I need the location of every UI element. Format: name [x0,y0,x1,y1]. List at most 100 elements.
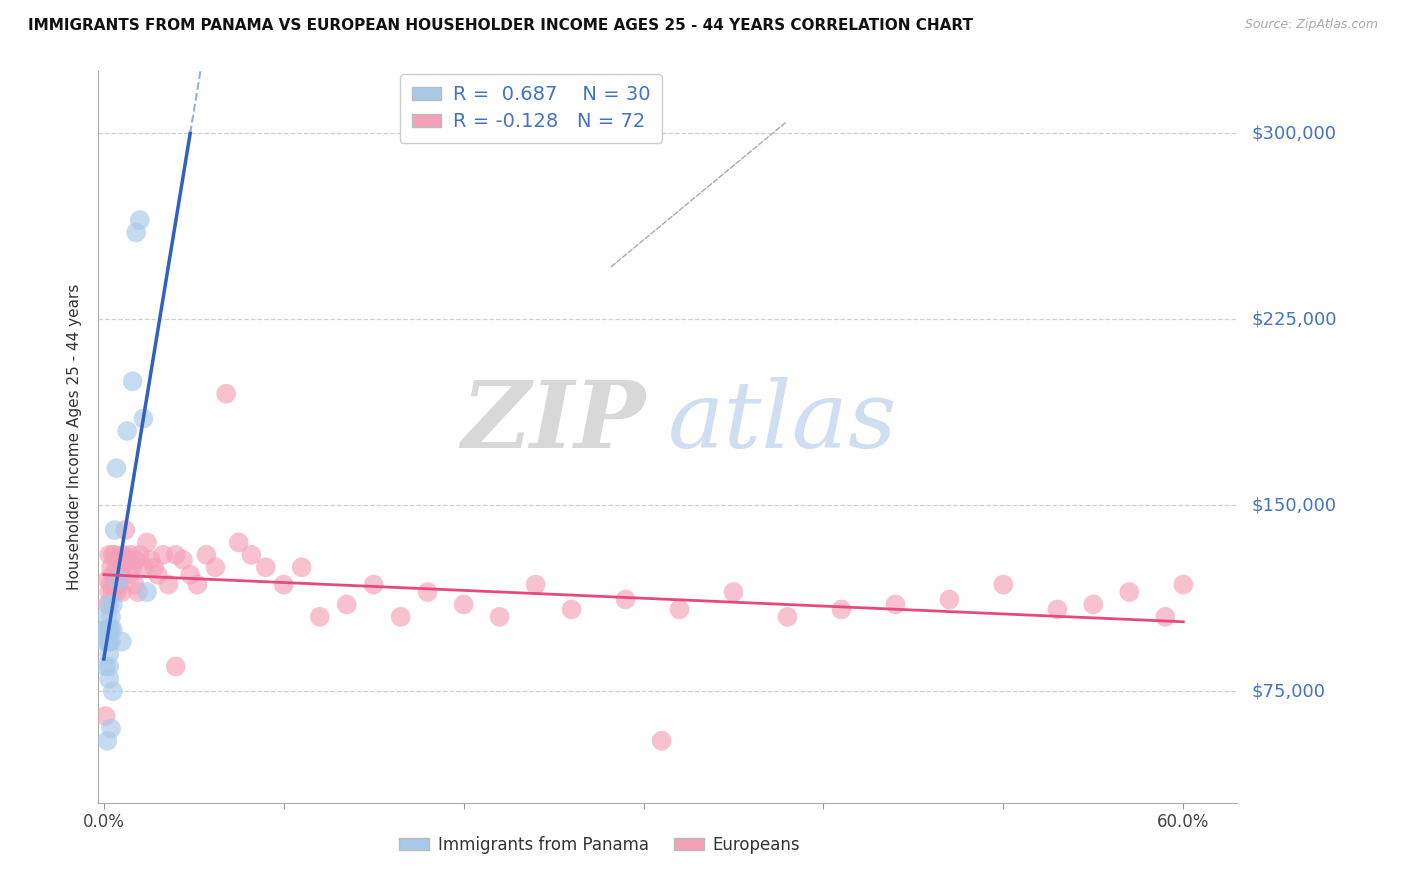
Point [240,548,263,562]
Point [98,598,121,612]
Point [96,634,118,648]
Point [139,553,162,567]
Point [120,548,142,562]
Point [273,577,295,591]
Point [98,672,121,686]
Point [651,734,673,748]
Point [453,598,475,612]
Point [111,634,134,648]
Point [884,598,907,612]
Point [100,622,122,636]
Text: $300,000: $300,000 [1251,124,1336,143]
Point [94,622,117,636]
Point [98,548,121,562]
Point [104,548,127,562]
Point [101,548,124,562]
Point [179,567,201,582]
Point [101,622,124,636]
Point [938,592,960,607]
Point [100,610,122,624]
Point [146,567,169,582]
Point [96,598,118,612]
Point [228,535,250,549]
Point [125,226,148,240]
Point [668,602,690,616]
Point [98,634,121,648]
Point [561,602,583,616]
Point [104,573,127,587]
Point [165,659,187,673]
Point [104,523,127,537]
Point [830,602,852,616]
Point [111,560,134,574]
Point [96,610,118,624]
Point [96,622,118,636]
Point [124,577,146,591]
Point [112,548,135,562]
Point [125,553,148,567]
Point [488,610,510,624]
Point [1046,602,1069,616]
Point [143,560,166,574]
Point [98,585,121,599]
Point [111,585,134,599]
Point [1154,610,1177,624]
Point [136,585,159,599]
Point [98,622,121,636]
Point [416,585,439,599]
Point [101,684,124,698]
Point [98,659,121,673]
Point [524,577,547,591]
Point [152,548,174,562]
Point [115,553,138,567]
Point [96,573,118,587]
Point [336,598,359,612]
Point [101,585,124,599]
Point [96,734,118,748]
Point [993,577,1015,591]
Point [127,585,149,599]
Point [115,424,138,438]
Point [114,523,136,537]
Point [776,610,799,624]
Point [121,374,143,388]
Point [136,535,159,549]
Point [94,659,117,673]
Point [204,560,226,574]
Point [186,577,208,591]
Point [215,386,238,401]
Text: $150,000: $150,000 [1251,496,1336,515]
Point [195,548,218,562]
Point [107,577,129,591]
Point [105,585,128,599]
Point [94,634,117,648]
Point [308,610,330,624]
Point [1083,598,1105,612]
Point [100,560,122,574]
Point [165,548,187,562]
Point [254,560,277,574]
Point [105,560,128,574]
Point [107,553,129,567]
Point [128,213,150,227]
Point [107,573,129,587]
Point [363,577,385,591]
Point [100,577,122,591]
Point [389,610,412,624]
Point [101,598,124,612]
Point [172,553,194,567]
Point [614,592,637,607]
Point [100,634,122,648]
Point [118,567,141,582]
Point [100,722,122,736]
Text: ZIP: ZIP [461,377,645,467]
Point [132,411,155,425]
Point [1173,577,1195,591]
Point [128,548,150,562]
Point [132,560,155,574]
Y-axis label: Householder Income Ages 25 - 44 years: Householder Income Ages 25 - 44 years [67,284,83,591]
Point [98,647,121,661]
Point [121,560,143,574]
Text: $225,000: $225,000 [1251,310,1337,328]
Point [291,560,314,574]
